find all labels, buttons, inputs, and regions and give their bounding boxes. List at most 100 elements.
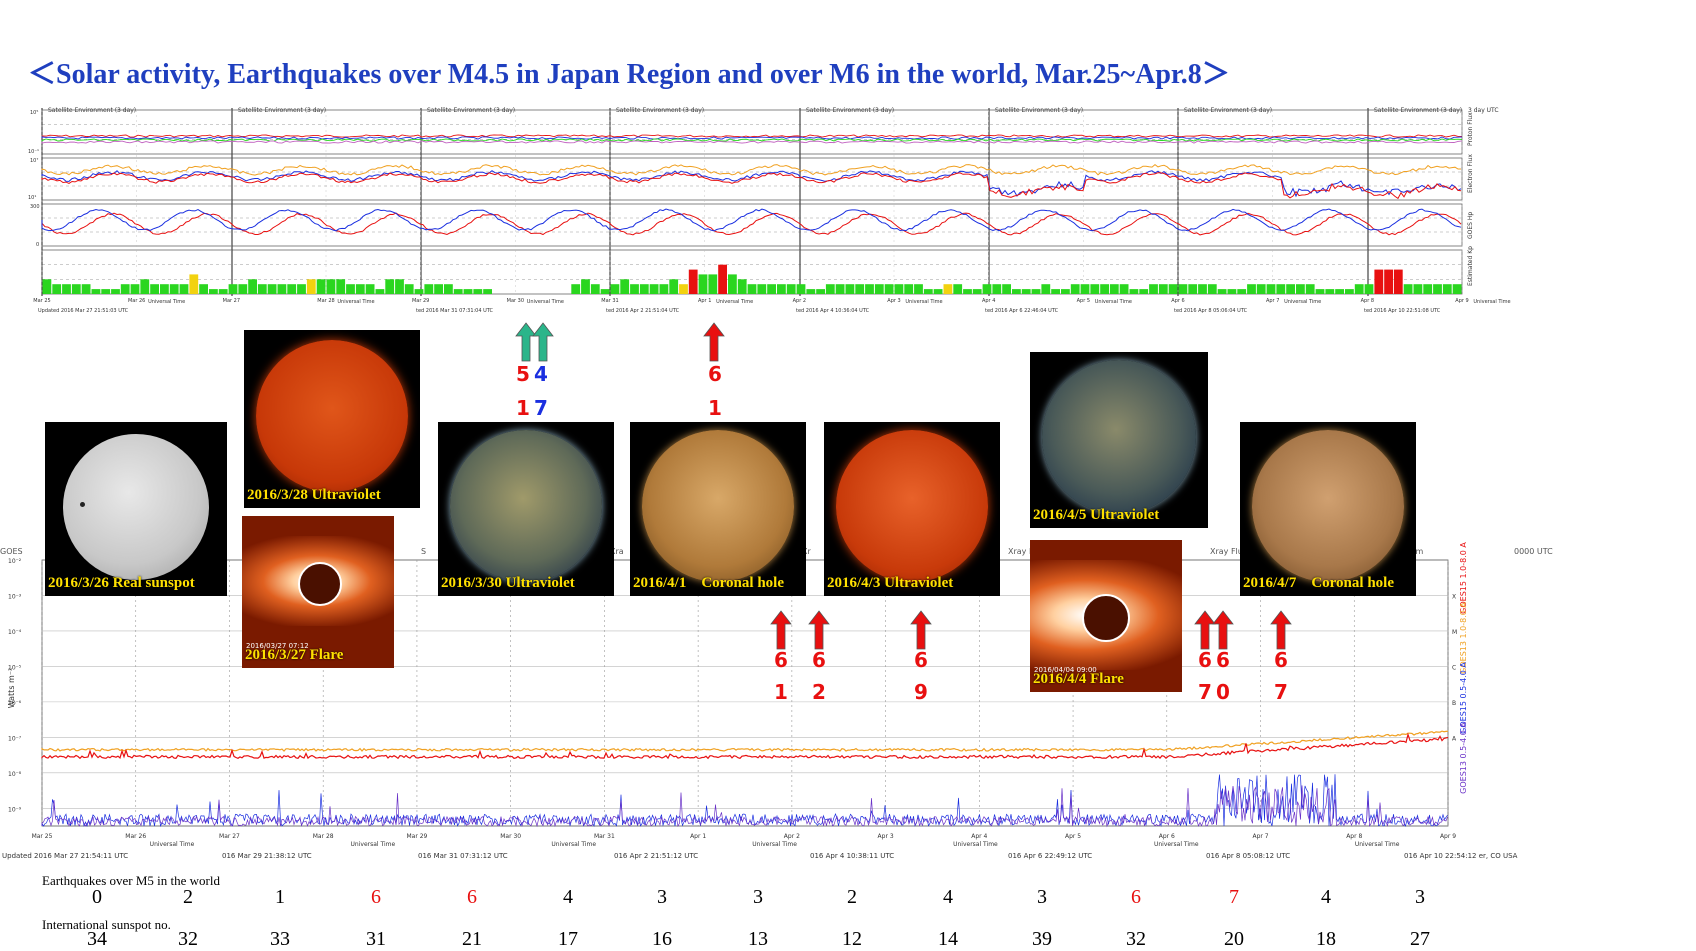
electron-flux-line (41, 163, 1461, 176)
xtick-label: Mar 28 (317, 298, 334, 304)
xtick-label: Mar 26 (125, 833, 146, 840)
image-ultraviolet-0403: 2016/4/3 Ultraviolet (824, 422, 1000, 596)
universal-time-label: Universal Time (337, 299, 374, 305)
updated-label: 016 Apr 2 21:51:12 UTC (614, 852, 698, 860)
proton-flux-line (41, 140, 1463, 144)
earthquake-count: 7 (1229, 886, 1239, 908)
updated-label: ted 2016 Apr 6 22:46:04 UTC (985, 308, 1059, 314)
goes13-short-line (41, 785, 1448, 828)
earthquake-count: 6 (467, 886, 477, 908)
universal-time-label: Universal Time (1095, 299, 1132, 305)
panel-header: Satellite Environment (3 day) (427, 107, 515, 114)
sun-disk (642, 430, 794, 582)
kp-bar (248, 279, 257, 294)
sunspot-number: 18 (1316, 928, 1336, 950)
xtick-label: Apr 6 (1171, 298, 1184, 304)
eq-magnitude: 9 (914, 680, 928, 704)
panel-header: Xra (610, 547, 624, 556)
sunspot-number: 33 (270, 928, 290, 950)
kp-bar (1413, 284, 1423, 294)
earthquake-arrow (808, 610, 830, 654)
earthquake-arrow (532, 322, 554, 366)
ytick-label: 10⁻⁸ (8, 771, 22, 778)
subplot-frame (41, 203, 1463, 247)
ytick: 10⁻¹ (28, 149, 39, 155)
xtick-label: Mar 29 (406, 833, 427, 840)
kp-bar (767, 284, 776, 294)
kp-bar (52, 284, 62, 294)
image-caption: 2016/3/30 Ultraviolet (441, 575, 575, 591)
updated-label: Updated 2016 Mar 27 21:51:03 UTC (38, 308, 129, 314)
kp-bar (228, 284, 238, 294)
earthquake-arrow (770, 610, 792, 654)
xtick-label: Apr 6 (1159, 833, 1175, 840)
flare-class-label: M (1452, 629, 1457, 636)
kp-bar (189, 274, 199, 294)
arrow-icon (770, 610, 792, 650)
kp-bar (914, 284, 923, 294)
kp-bar (473, 289, 483, 294)
kp-bar (42, 279, 52, 294)
kp-bar (865, 284, 874, 294)
kp-bar (708, 274, 718, 294)
electron-flux-line (41, 172, 1462, 200)
row2-label: International sunspot no. (42, 917, 171, 932)
universal-time-label: Universal Time (150, 841, 195, 848)
kp-bar (806, 289, 816, 294)
sunspot-number: 20 (1224, 928, 1244, 950)
earthquake-count: 4 (563, 886, 573, 908)
universal-time-label: Universal Time (351, 841, 396, 848)
arrow-icon (1212, 610, 1234, 650)
earthquake-count: 6 (1131, 886, 1141, 908)
xtick-label: Mar 26 (128, 298, 145, 304)
universal-time-label: Universal Time (527, 299, 564, 305)
ytick: 10⁵ (30, 110, 38, 116)
kp-bar (698, 274, 708, 294)
flare-class-label: A (1452, 735, 1457, 742)
kp-bar (1403, 284, 1413, 294)
kp-bar (160, 284, 169, 294)
panel-header: GOES (0, 547, 23, 556)
flare-class-label: C (1452, 664, 1456, 671)
kp-bar (610, 284, 620, 294)
earthquake-count: 3 (657, 886, 667, 908)
panel-header: Satellite Environment (3 day) (1374, 107, 1462, 114)
kp-bar (1021, 289, 1031, 294)
kp-bar (434, 284, 443, 294)
kp-bar (1198, 284, 1207, 294)
kp-bar (972, 289, 982, 294)
earthquake-count: 4 (1321, 886, 1331, 908)
kp-bar (1374, 269, 1384, 294)
universal-time-label: Universal Time (752, 841, 797, 848)
panel-header: Xray Flux (1210, 547, 1248, 556)
kp-bar (71, 284, 81, 294)
kp-bar (209, 289, 218, 294)
universal-time-label: Universal Time (1473, 299, 1510, 305)
kp-bar (404, 284, 414, 294)
eq-magnitude: 7 (534, 396, 548, 420)
kp-bar (150, 284, 159, 294)
eq-magnitude: 6 (914, 648, 928, 672)
kp-bar (424, 284, 434, 294)
xtick-label: Mar 28 (313, 833, 334, 840)
panel-header: Satellite Environment (3 day) (238, 107, 326, 114)
kp-bar (238, 284, 248, 294)
earthquake-count: 0 (92, 886, 102, 908)
kp-bar (982, 284, 992, 294)
panel-header: 0000 UTC (1514, 547, 1553, 556)
kp-bar (894, 284, 904, 294)
earthquake-arrow (1212, 610, 1234, 654)
kp-bar (786, 284, 796, 294)
kp-bar (111, 289, 120, 294)
kp-bar (590, 284, 600, 294)
kp-bar (1237, 289, 1247, 294)
kp-bar (747, 284, 757, 294)
image-caption: 2016/4/7 Coronal hole (1243, 575, 1394, 591)
earthquake-count: 2 (183, 886, 193, 908)
xtick-label: Mar 30 (500, 833, 521, 840)
flare-class-label: B (1452, 700, 1456, 707)
occulter-disk (1082, 594, 1130, 642)
kp-bar (679, 284, 688, 294)
kp-bar (1100, 284, 1109, 294)
kp-bar (1393, 269, 1403, 294)
